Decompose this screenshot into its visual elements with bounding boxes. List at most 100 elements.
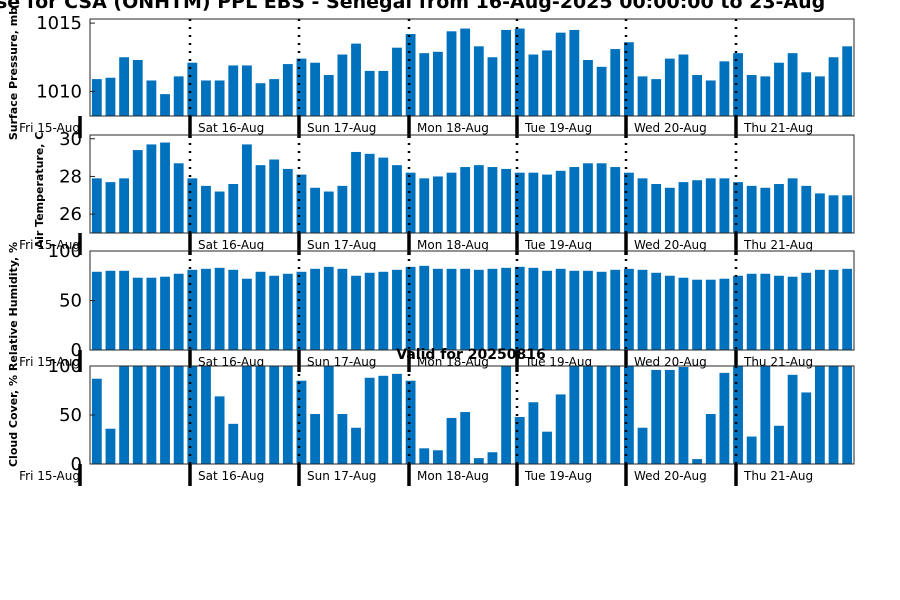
- bar: [310, 414, 321, 464]
- bar: [419, 448, 430, 464]
- bar: [774, 275, 784, 350]
- x-tick-label: Sat 16-Aug: [198, 121, 264, 135]
- bar: [160, 276, 170, 350]
- bar: [378, 157, 389, 233]
- bar: [446, 31, 457, 116]
- bar: [405, 172, 416, 233]
- bar: [392, 47, 402, 116]
- x-tick-label: Sun 17-Aug: [307, 238, 376, 252]
- bar: [228, 423, 239, 464]
- bar: [842, 268, 853, 350]
- bar: [432, 51, 443, 116]
- bar: [405, 266, 416, 350]
- bar: [446, 268, 457, 350]
- bar: [487, 57, 498, 116]
- bar: [160, 366, 170, 464]
- bar: [828, 366, 839, 464]
- bar: [678, 277, 689, 350]
- bar: [255, 165, 266, 233]
- bar: [719, 178, 730, 233]
- bar: [460, 412, 471, 464]
- bar: [105, 77, 116, 116]
- bar: [705, 414, 716, 464]
- bar: [623, 42, 634, 117]
- bar: [132, 150, 143, 233]
- bar: [542, 174, 552, 233]
- bar: [105, 182, 116, 233]
- bar: [105, 428, 116, 464]
- bar: [596, 271, 607, 350]
- bar: [351, 151, 361, 233]
- bar: [760, 366, 771, 464]
- bar: [814, 76, 825, 116]
- bar: [787, 276, 798, 350]
- bar: [132, 277, 143, 350]
- bar: [337, 414, 348, 464]
- bar: [623, 172, 634, 233]
- bar: [173, 366, 184, 464]
- bar: [201, 80, 211, 116]
- bar: [255, 366, 266, 464]
- bar: [146, 80, 157, 116]
- bar: [760, 273, 771, 350]
- bar: [364, 153, 375, 233]
- bar: [392, 269, 402, 350]
- bar: [514, 266, 525, 350]
- bar: [637, 269, 648, 350]
- bar: [651, 369, 662, 464]
- bar: [814, 366, 825, 464]
- bar: [596, 66, 607, 116]
- x-tick-label: Fri 15-Aug: [19, 238, 80, 252]
- bar: [733, 275, 743, 350]
- bar: [310, 187, 321, 233]
- bar: [555, 394, 566, 464]
- bar: [664, 58, 675, 116]
- bar: [787, 374, 798, 464]
- bar: [201, 185, 211, 233]
- bar: [692, 75, 703, 116]
- bar: [487, 268, 498, 350]
- x-tick-label: Tue 19-Aug: [524, 238, 592, 252]
- bar: [569, 29, 580, 116]
- bar: [119, 270, 130, 350]
- bar: [664, 369, 675, 464]
- y-tick-label: 28: [59, 166, 82, 187]
- y-tick-label: 100: [48, 241, 82, 262]
- bar: [583, 270, 593, 350]
- bar: [432, 268, 443, 350]
- bar: [337, 54, 348, 116]
- bar: [555, 32, 566, 116]
- x-tick-label: Sat 16-Aug: [198, 238, 264, 252]
- bar: [296, 380, 307, 464]
- bar: [296, 271, 307, 350]
- bar: [787, 178, 798, 233]
- x-tick-label: Thu 21-Aug: [743, 469, 813, 483]
- y-tick-label: 100: [48, 356, 82, 377]
- x-tick-label: Sat 16-Aug: [198, 469, 264, 483]
- bar: [623, 268, 634, 350]
- bar: [801, 185, 812, 233]
- bar: [705, 178, 716, 233]
- x-tick-label: Thu 21-Aug: [743, 121, 813, 135]
- y-tick-label: 1010: [36, 81, 82, 102]
- bar: [419, 265, 430, 350]
- bar: [514, 172, 525, 233]
- bar: [569, 167, 580, 233]
- bar: [132, 59, 143, 116]
- x-tick-label: Wed 20-Aug: [634, 355, 707, 369]
- bar: [623, 366, 634, 464]
- x-tick-label: Tue 19-Aug: [524, 469, 592, 483]
- bar: [296, 58, 307, 116]
- bar: [119, 178, 130, 233]
- bar: [323, 75, 334, 116]
- bar: [651, 184, 662, 233]
- bar: [269, 366, 280, 464]
- x-tick-label: Thu 21-Aug: [743, 238, 813, 252]
- bar: [228, 184, 239, 233]
- bar: [337, 185, 348, 233]
- bar: [801, 72, 812, 116]
- bar: [542, 50, 552, 116]
- bar: [269, 275, 280, 350]
- bar: [460, 268, 471, 350]
